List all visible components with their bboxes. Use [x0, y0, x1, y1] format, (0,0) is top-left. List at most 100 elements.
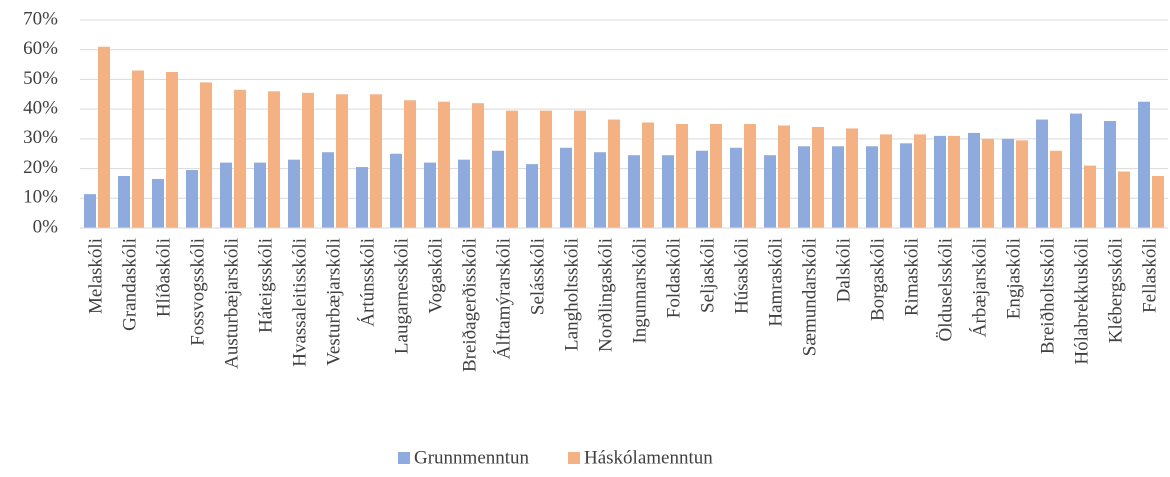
bar — [336, 94, 348, 229]
bar — [1016, 140, 1028, 228]
bar — [370, 94, 382, 229]
x-tick-label: Álftamýrarskóli — [492, 238, 514, 359]
x-tick-label: Dalskóli — [833, 238, 854, 302]
x-tick-label: Hvassaleitisskóli — [289, 238, 310, 367]
y-tick-label: 60% — [23, 38, 58, 59]
x-tick-label: Ingunnarskóli — [629, 238, 650, 344]
x-tick-label: Vesturbæjarskóli — [323, 238, 344, 366]
bar — [186, 170, 198, 228]
bar — [132, 70, 144, 228]
bar — [1118, 171, 1130, 228]
bar — [234, 89, 246, 228]
x-tick-label: Austurbæjarskóli — [221, 238, 242, 369]
x-tick-label: Hamraskóli — [765, 238, 786, 327]
x-tick-label: Ártúnsskóli — [356, 238, 378, 327]
bar — [730, 147, 742, 228]
x-tick-label: Rimaskóli — [901, 238, 922, 316]
x-tick-label: Fossvogsskóli — [187, 238, 208, 346]
bar — [1002, 138, 1014, 228]
bar — [744, 124, 756, 228]
bar — [506, 110, 518, 228]
bar — [710, 124, 722, 228]
bar — [812, 126, 824, 228]
x-tick-label: Selásskóli — [527, 238, 548, 315]
bar — [492, 150, 504, 228]
y-tick-label: 70% — [23, 8, 58, 29]
bar — [560, 147, 572, 228]
bar — [472, 103, 484, 228]
legend-label: Háskólamenntun — [584, 447, 713, 468]
bar — [390, 153, 402, 228]
bar — [594, 152, 606, 228]
x-tick-label: Norðlingaskóli — [595, 238, 616, 352]
bar — [642, 122, 654, 228]
bar — [676, 124, 688, 228]
bar — [1104, 121, 1116, 228]
bar — [608, 119, 620, 228]
x-tick-label: Melaskóli — [85, 238, 106, 314]
bar — [152, 178, 164, 228]
bar — [438, 101, 450, 228]
x-tick-label: Engjaskóli — [1003, 238, 1024, 319]
bar — [118, 176, 130, 228]
bar — [404, 100, 416, 228]
x-tick-label: Árbæjarskóli — [968, 238, 990, 337]
bar — [662, 155, 674, 228]
bar — [84, 194, 96, 228]
bar — [764, 155, 776, 228]
bar — [1036, 119, 1048, 228]
x-tick-label: Seljaskóli — [697, 238, 718, 313]
bar — [458, 159, 470, 228]
bar — [1084, 165, 1096, 228]
bar — [798, 146, 810, 228]
x-tick-label: Breiðholtsskóli — [1037, 238, 1058, 354]
x-tick-label: Breiðagerðisskóli — [459, 238, 480, 372]
bar — [166, 72, 178, 228]
bar — [1050, 150, 1062, 228]
x-tick-label: Klébergsskóli — [1105, 238, 1126, 343]
bar — [200, 82, 212, 229]
bar — [628, 155, 640, 228]
bar — [880, 134, 892, 228]
bar — [1138, 101, 1150, 228]
y-tick-label: 10% — [23, 187, 58, 208]
legend-swatch — [398, 452, 410, 464]
x-tick-label: Hólabrekkuskóli — [1071, 238, 1092, 365]
x-tick-label: Hlíðaskóli — [153, 238, 174, 317]
bar — [1070, 113, 1082, 228]
x-tick-label: Sæmundarskóli — [799, 238, 820, 356]
bar — [268, 91, 280, 228]
y-tick-label: 20% — [23, 157, 58, 178]
bar — [968, 132, 980, 228]
y-tick-label: 30% — [23, 127, 58, 148]
x-tick-label: Langholtsskóli — [561, 238, 582, 351]
bar — [948, 135, 960, 228]
x-tick-label: Grandaskóli — [119, 238, 140, 331]
bar — [526, 164, 538, 228]
legend-swatch — [568, 452, 580, 464]
bar — [254, 162, 266, 228]
bar — [322, 152, 334, 228]
bar — [846, 128, 858, 228]
bar — [356, 167, 368, 228]
bar — [982, 138, 994, 228]
y-tick-label: 0% — [33, 216, 59, 237]
bar — [424, 162, 436, 228]
x-tick-label: Borgaskóli — [867, 238, 888, 321]
bar — [574, 110, 586, 228]
y-tick-label: 40% — [23, 98, 58, 119]
y-tick-label: 50% — [23, 68, 58, 89]
bar — [288, 159, 300, 228]
bar — [540, 110, 552, 228]
x-tick-label: Laugarnesskóli — [391, 238, 412, 354]
x-tick-label: Ölduselsskóli — [935, 238, 956, 341]
bar — [900, 143, 912, 228]
legend-label: Grunnmenntun — [414, 447, 530, 468]
bar — [778, 125, 790, 228]
bar — [866, 146, 878, 228]
x-tick-label: Foldaskóli — [663, 238, 684, 318]
bar — [220, 162, 232, 228]
bar — [302, 92, 314, 228]
x-tick-label: Fellaskóli — [1139, 238, 1160, 313]
